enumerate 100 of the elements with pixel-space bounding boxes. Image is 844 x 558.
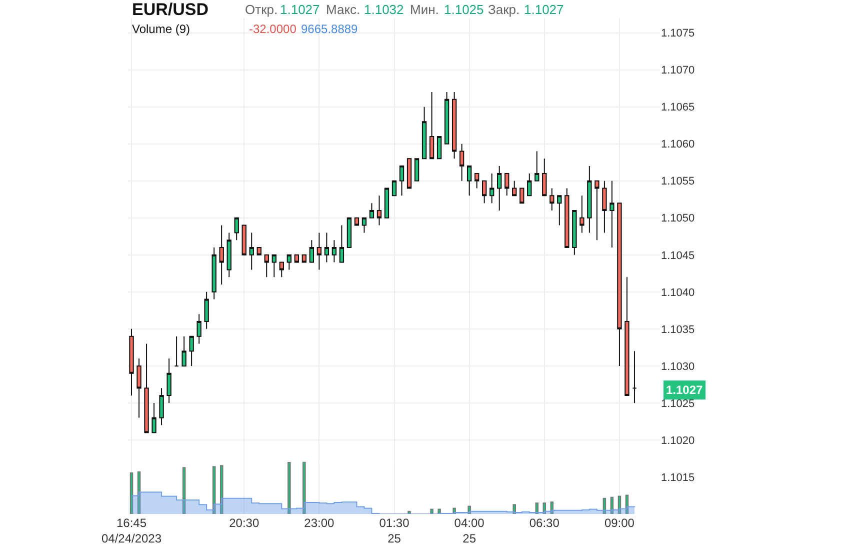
candlestick	[474, 172, 480, 189]
x-tick-label: 04:00 25	[454, 516, 485, 546]
candlestick	[624, 276, 630, 396]
y-tick-label: 1.1030	[661, 360, 695, 373]
candlestick	[482, 180, 487, 204]
chart-title: Volume (9)	[132, 22, 190, 36]
candlestick	[557, 195, 562, 226]
text: 1.1027	[666, 383, 704, 397]
candlestick	[399, 166, 404, 196]
y-tick-label: 1.1035	[661, 324, 695, 336]
text: 1.1025	[444, 2, 484, 17]
candlestick	[362, 217, 367, 234]
candlestick	[226, 232, 232, 278]
y-tick-label: 1.1070	[661, 64, 695, 77]
candlestick	[594, 180, 600, 241]
y-tick-label: 1.1025	[661, 398, 695, 410]
candlestick	[256, 246, 262, 256]
candlestick	[144, 343, 149, 434]
x-tick-label: 20:30	[229, 516, 260, 530]
candlestick	[272, 254, 276, 278]
candlestick	[376, 195, 382, 226]
candlestick	[504, 172, 510, 196]
annotation: 9665.8889	[301, 22, 358, 36]
y-tick-label: 1.1045	[661, 250, 695, 262]
candlestick	[219, 224, 224, 286]
text: 1.1027	[524, 2, 564, 17]
x-tick-label: 09:00	[604, 516, 635, 530]
bar	[430, 508, 434, 514]
candlestick	[429, 92, 434, 160]
text: Откр.	[245, 2, 278, 17]
y-tick-label: 1.1055	[661, 176, 695, 188]
candlestick	[152, 402, 156, 434]
candlestick	[242, 224, 246, 256]
text: Мин.	[410, 2, 439, 17]
y-tick-label: 1.1015	[661, 472, 695, 484]
candlestick	[302, 254, 306, 263]
candlestick	[196, 314, 202, 344]
text: Макс.	[326, 2, 360, 17]
candlestick	[580, 195, 584, 234]
candlestick	[324, 232, 330, 263]
y-tick-label: 1.1065	[661, 102, 695, 114]
candlestick	[414, 158, 420, 182]
candlestick	[294, 254, 299, 263]
bar	[302, 462, 306, 514]
candlestick	[249, 232, 254, 270]
candlestick	[392, 180, 397, 196]
candlestick	[136, 358, 142, 418]
y-tick-label: 1.1040	[661, 286, 695, 299]
candlestick	[159, 388, 164, 426]
candlestick	[436, 136, 442, 160]
candlestick	[286, 254, 292, 270]
candlestick	[316, 232, 322, 270]
candlestick	[369, 202, 374, 218]
candlestick	[189, 336, 194, 366]
y-tick-label: 1.1020	[661, 434, 695, 447]
x-tick-label: 16:45 04/24/2023	[101, 516, 162, 546]
candlestick	[129, 328, 134, 396]
candlestick	[384, 188, 390, 218]
candlestick	[490, 172, 494, 204]
candlestick	[346, 217, 352, 248]
text: 1.1027	[280, 2, 320, 17]
candlestick	[452, 92, 457, 160]
candlestick	[550, 188, 554, 211]
chart-title: EUR/USD	[132, 0, 209, 19]
candlestick	[182, 336, 186, 366]
bar	[288, 462, 291, 514]
bar	[130, 472, 134, 514]
candlestick	[279, 262, 284, 278]
annotation: -32.0000	[249, 22, 297, 36]
candlestick	[166, 358, 172, 404]
candlestick	[234, 217, 239, 241]
candlestick	[354, 217, 360, 226]
candlestick	[264, 254, 269, 278]
candlestick	[527, 172, 532, 196]
candlestick	[587, 166, 592, 234]
candlestick	[617, 202, 622, 366]
y-tick-label: 1.1060	[661, 138, 695, 151]
candlestick	[406, 158, 412, 189]
candlestick	[332, 240, 337, 263]
candlestick	[204, 291, 209, 330]
y-tick-label: 1.1050	[661, 212, 695, 225]
candlestick	[534, 150, 540, 182]
text: Закр.	[488, 2, 520, 17]
candlestick	[632, 350, 637, 404]
text: 1.1032	[364, 2, 404, 17]
candlestick	[459, 143, 464, 182]
candlestick	[542, 158, 547, 196]
candlestick	[174, 336, 179, 366]
candlestick	[602, 180, 607, 234]
y-tick-label: 1.1075	[661, 28, 695, 40]
x-tick-label: 01:30 25	[379, 516, 410, 546]
candlestick	[564, 188, 570, 248]
candlestick	[339, 224, 344, 263]
candlestick	[497, 166, 502, 211]
candlestick	[512, 180, 517, 196]
candlestick	[444, 92, 450, 144]
x-tick-label: 23:00	[304, 516, 335, 530]
candlestick	[610, 180, 614, 248]
candlestick	[572, 210, 577, 256]
candlestick	[422, 106, 427, 160]
